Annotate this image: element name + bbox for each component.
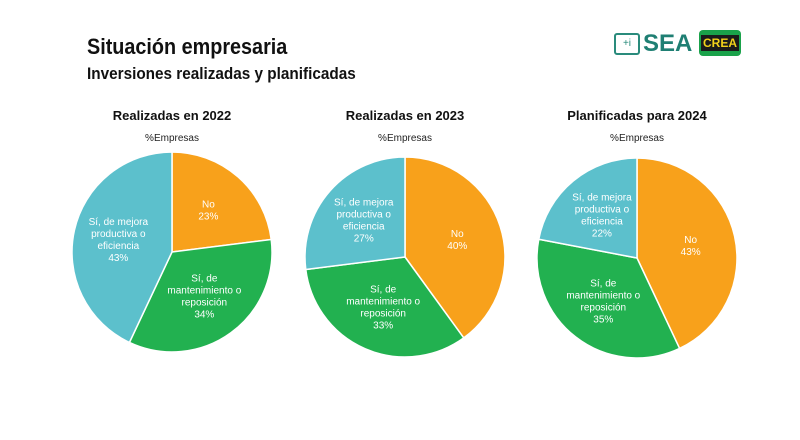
- slice-label-line: 23%: [198, 212, 218, 223]
- slice-label-line: No: [202, 200, 215, 211]
- chart-subtitle: %Empresas: [378, 133, 432, 144]
- slice-label-line: 35%: [593, 314, 613, 325]
- slice-label-line: reposición: [182, 297, 228, 308]
- slice-label-line: 22%: [592, 229, 612, 240]
- slice-label-line: productiva o: [91, 229, 146, 240]
- pie-slice: [304, 156, 406, 271]
- slice-label-line: Sí, de: [370, 284, 397, 295]
- slice-label: No 43%: [681, 235, 701, 258]
- pie-svg: No 23%Sí, de mantenimiento o reposición 34%S…: [71, 151, 273, 353]
- chart-subtitle: %Empresas: [145, 133, 199, 144]
- pie-chart-2024: Planificadas para 2024 %Empresas No 43% Sí…: [522, 100, 752, 380]
- slice-label: Sí, de mantenimiento o reposición 34%: [167, 273, 241, 320]
- slice-label-line: 27%: [354, 234, 374, 245]
- slice-label-line: Sí, de: [191, 273, 218, 284]
- slice-label-line: eficiencia: [343, 222, 385, 233]
- slice-label: Sí, de mejora productiva o eficiencia 27%: [334, 198, 394, 245]
- slice-label-line: 40%: [447, 241, 467, 252]
- chart-title: Realizadas en 2023: [345, 108, 465, 123]
- pie-slice: [536, 238, 681, 359]
- slice-label-line: mantenimiento o: [566, 290, 640, 301]
- slice-label-line: No: [684, 235, 697, 246]
- slice-label-line: eficiencia: [581, 217, 623, 228]
- slice-label-line: 34%: [194, 309, 214, 320]
- slice-label: Sí, de mantenimiento o reposición 33%: [346, 284, 420, 331]
- slice-label-line: reposición: [580, 302, 626, 313]
- sea-info-icon: +i: [614, 33, 640, 55]
- pie-svg: No 40%Sí, de mantenimiento o reposición 33%S…: [304, 156, 506, 358]
- pie-slice: [404, 156, 506, 339]
- chart-subtitle: %Empresas: [610, 133, 664, 144]
- slice-label-line: mantenimiento o: [346, 296, 420, 307]
- slice-label-line: productiva o: [337, 210, 392, 221]
- slice-label-line: reposición: [360, 308, 406, 319]
- slice-label-line: 43%: [108, 253, 128, 264]
- slice-label: Sí, de mejora productiva o eficiencia 22%: [572, 193, 632, 240]
- sea-logo: +i SEA: [614, 30, 692, 58]
- pie-slice: [537, 157, 638, 259]
- slice-label: Sí, de mejora productiva o eficiencia 43%: [89, 217, 149, 264]
- pie-svg: No 43%Sí, de mantenimiento o reposición 35%S…: [536, 157, 738, 359]
- chart-title: Planificadas para 2024: [567, 108, 707, 123]
- slice-label-line: productiva o: [575, 205, 630, 216]
- slice-label-line: Sí, de mejora: [334, 198, 394, 209]
- slice-label-line: mantenimiento o: [167, 285, 241, 296]
- crea-logo: CREA: [699, 30, 741, 56]
- slice-label-line: Sí, de mejora: [572, 193, 632, 204]
- pie-slice: [636, 157, 738, 350]
- slice-label: Sí, de mantenimiento o reposición 35%: [566, 278, 640, 325]
- page-subtitle: Inversiones realizadas y planificadas: [87, 64, 356, 83]
- slice-label-line: 33%: [373, 320, 393, 331]
- slice-label-line: eficiencia: [97, 241, 139, 252]
- slice-label-line: 43%: [681, 247, 701, 258]
- pie-chart-2022: Realizadas en 2022 %Empresas No 23% Sí, de…: [57, 100, 287, 380]
- crea-logo-text: CREA: [700, 35, 739, 51]
- slice-label-line: No: [451, 229, 464, 240]
- slice-label: No 23%: [198, 200, 218, 223]
- chart-title: Realizadas en 2022: [112, 108, 232, 123]
- pie-slice: [171, 151, 273, 253]
- slice-label-line: Sí, de: [590, 278, 617, 289]
- pie-chart-2023: Realizadas en 2023 %Empresas No 40% Sí, de…: [290, 100, 520, 380]
- slice-label-line: Sí, de mejora: [89, 217, 149, 228]
- page-title: Situación empresaria: [87, 34, 288, 59]
- pie-slice: [304, 256, 465, 358]
- pie-slice: [71, 151, 173, 344]
- sea-logo-text: SEA: [643, 30, 693, 57]
- slice-label: No 40%: [447, 229, 467, 252]
